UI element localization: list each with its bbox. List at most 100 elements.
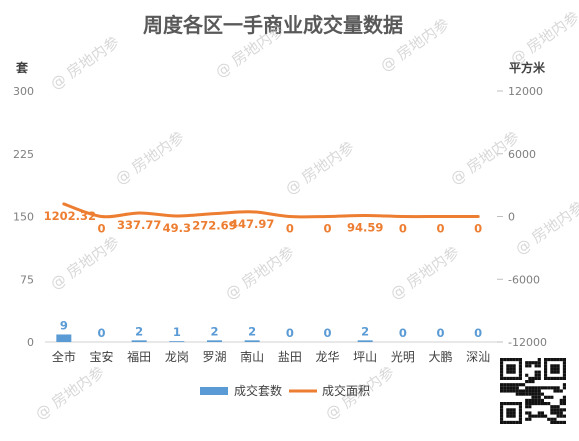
qr-module bbox=[513, 364, 516, 367]
qr-module bbox=[544, 361, 547, 364]
y-right-tick-label: -12000 bbox=[508, 336, 547, 349]
qr-module bbox=[557, 405, 560, 408]
qr-module bbox=[563, 383, 566, 386]
qr-module bbox=[538, 386, 541, 389]
qr-module bbox=[519, 371, 522, 374]
x-tick-label: 宝安 bbox=[89, 349, 113, 364]
qr-module bbox=[513, 386, 516, 389]
qr-module bbox=[509, 367, 512, 370]
qr-module bbox=[509, 415, 512, 418]
qr-module bbox=[531, 415, 534, 418]
bar bbox=[207, 340, 222, 342]
qr-module bbox=[528, 415, 531, 418]
qr-module bbox=[519, 364, 522, 367]
qr-module bbox=[519, 361, 522, 364]
qr-module bbox=[544, 367, 547, 370]
bar-data-label: 0 bbox=[286, 326, 294, 340]
qr-module bbox=[525, 361, 528, 364]
qr-module bbox=[550, 386, 553, 389]
qr-module bbox=[522, 383, 525, 386]
qr-module bbox=[516, 393, 519, 396]
qr-module bbox=[513, 408, 516, 411]
qr-module bbox=[538, 389, 541, 392]
qr-module bbox=[538, 393, 541, 396]
qr-module bbox=[516, 386, 519, 389]
qr-module bbox=[525, 364, 528, 367]
qr-module bbox=[509, 364, 512, 367]
qr-module bbox=[535, 402, 538, 405]
qr-module bbox=[525, 402, 528, 405]
qr-module bbox=[553, 358, 556, 361]
qr-module bbox=[553, 421, 556, 424]
qr-module bbox=[513, 415, 516, 418]
qr-module bbox=[531, 402, 534, 405]
x-tick-label: 全市 bbox=[52, 349, 76, 364]
bar bbox=[245, 340, 260, 342]
y-right-tick-label: 12000 bbox=[508, 85, 543, 98]
qr-module bbox=[519, 421, 522, 424]
qr-module bbox=[500, 408, 503, 411]
qr-module bbox=[525, 374, 528, 377]
qr-module bbox=[563, 402, 566, 405]
qr-module bbox=[519, 405, 522, 408]
qr-module bbox=[535, 361, 538, 364]
qr-module bbox=[544, 374, 547, 377]
qr-module bbox=[557, 408, 560, 411]
qr-module bbox=[563, 386, 566, 389]
qr-module bbox=[503, 389, 506, 392]
qr-module bbox=[519, 408, 522, 411]
qr-module bbox=[522, 389, 525, 392]
qr-module bbox=[547, 402, 550, 405]
bar-data-label: 0 bbox=[474, 326, 482, 340]
qr-module bbox=[538, 415, 541, 418]
qr-module bbox=[500, 411, 503, 414]
qr-module bbox=[528, 361, 531, 364]
qr-module bbox=[525, 418, 528, 421]
qr-module bbox=[506, 402, 509, 405]
qr-module bbox=[544, 396, 547, 399]
qr-module bbox=[506, 415, 509, 418]
qr-module bbox=[550, 371, 553, 374]
bar bbox=[358, 340, 373, 342]
qr-module bbox=[557, 358, 560, 361]
qr-module bbox=[500, 361, 503, 364]
qr-module bbox=[550, 421, 553, 424]
watermark-text: @ 房地内参 bbox=[387, 243, 463, 304]
qr-module bbox=[544, 377, 547, 380]
x-tick-label: 大鹏 bbox=[428, 350, 452, 364]
qr-module bbox=[557, 411, 560, 414]
qr-module bbox=[531, 396, 534, 399]
qr-module bbox=[519, 418, 522, 421]
qr-module bbox=[557, 386, 560, 389]
qr-module bbox=[506, 408, 509, 411]
qr-module bbox=[550, 411, 553, 414]
qr-module bbox=[503, 358, 506, 361]
qr-module bbox=[560, 399, 563, 402]
qr-module bbox=[535, 389, 538, 392]
qr-module bbox=[553, 377, 556, 380]
qr-module bbox=[557, 421, 560, 424]
bar-data-label: 9 bbox=[60, 318, 68, 332]
y-right-tick-label: -6000 bbox=[508, 273, 540, 286]
qr-module bbox=[547, 377, 550, 380]
x-tick-label: 光明 bbox=[391, 350, 415, 364]
qr-module bbox=[513, 421, 516, 424]
qr-module bbox=[513, 358, 516, 361]
qr-module bbox=[553, 405, 556, 408]
qr-module bbox=[538, 411, 541, 414]
qr-module bbox=[538, 374, 541, 377]
bar-data-label: 2 bbox=[135, 324, 143, 338]
qr-module bbox=[553, 371, 556, 374]
qr-module bbox=[500, 405, 503, 408]
qr-module bbox=[509, 383, 512, 386]
qr-module bbox=[544, 364, 547, 367]
qr-module bbox=[563, 399, 566, 402]
qr-module bbox=[553, 367, 556, 370]
qr-module bbox=[553, 386, 556, 389]
line-data-label: 0 bbox=[286, 222, 294, 236]
line-data-label: 1202.32 bbox=[44, 209, 96, 223]
qr-module bbox=[557, 367, 560, 370]
qr-module bbox=[506, 411, 509, 414]
qr-module bbox=[506, 358, 509, 361]
